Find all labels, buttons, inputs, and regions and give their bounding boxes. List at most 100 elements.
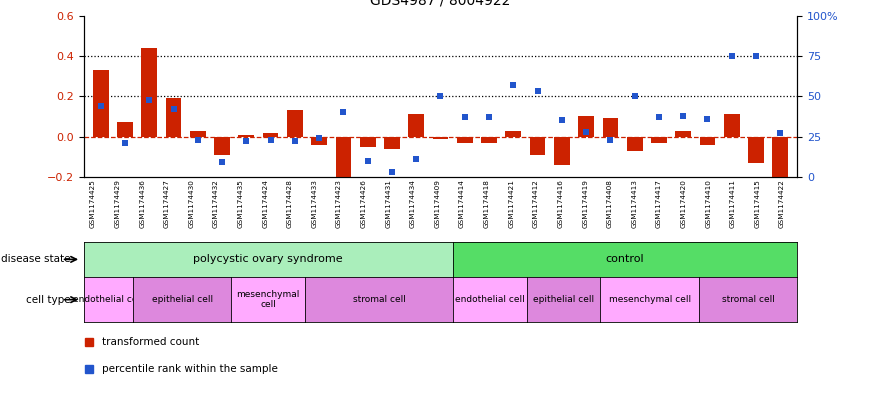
Bar [506,130,522,136]
Text: GSM1174431: GSM1174431 [385,179,391,228]
Point [458,114,472,120]
Text: percentile rank within the sample: percentile rank within the sample [102,364,278,374]
Bar [384,136,400,149]
Bar [287,110,303,136]
Point [482,114,496,120]
Bar [724,114,740,136]
Point [263,137,278,143]
Point [555,117,569,123]
Text: GSM1174417: GSM1174417 [656,179,662,228]
Bar [554,136,570,165]
Text: GSM1174421: GSM1174421 [508,179,515,228]
Bar [603,118,618,136]
Text: transformed count: transformed count [102,337,199,347]
Bar [359,136,375,147]
Point [603,137,618,143]
Point [700,116,714,122]
Bar [166,98,181,136]
Bar [93,70,108,136]
Text: endothelial cell: endothelial cell [455,295,524,304]
Text: stromal cell: stromal cell [722,295,774,304]
Point [215,159,229,165]
Text: stromal cell: stromal cell [352,295,405,304]
Text: GSM1174415: GSM1174415 [754,179,760,228]
Text: epithelial cell: epithelial cell [533,295,594,304]
Text: GSM1174413: GSM1174413 [632,179,637,228]
Point [579,129,593,135]
Text: GSM1174428: GSM1174428 [287,179,292,228]
Text: polycystic ovary syndrome: polycystic ovary syndrome [194,254,343,264]
Bar [481,136,497,143]
Text: GSM1174436: GSM1174436 [139,179,145,228]
Bar [311,136,327,145]
Text: GSM1174432: GSM1174432 [213,179,219,228]
Point [312,135,326,141]
Point [288,138,302,145]
Bar [117,123,133,136]
Point [433,93,448,99]
Text: GSM1174435: GSM1174435 [238,179,244,228]
Bar [773,136,788,177]
Text: GSM1174433: GSM1174433 [312,179,317,228]
Point [677,112,691,119]
Bar [578,116,594,136]
Text: GSM1174426: GSM1174426 [360,179,366,228]
Point [190,137,204,143]
Bar [263,132,278,136]
Point [409,156,423,162]
Text: GSM1174412: GSM1174412 [533,179,539,228]
Bar [676,130,691,136]
Bar [336,136,352,177]
Bar [700,136,715,145]
Point [774,130,788,136]
Text: GSM1174429: GSM1174429 [115,179,121,228]
Point [93,103,107,109]
Text: GSM1174422: GSM1174422 [779,179,785,228]
Bar [408,114,424,136]
Text: disease state: disease state [1,254,70,264]
Text: GSM1174423: GSM1174423 [336,179,342,228]
Point [337,109,351,116]
Point [507,82,521,88]
Point [725,53,739,59]
Text: GSM1174420: GSM1174420 [680,179,686,228]
Text: endothelial cell: endothelial cell [73,295,144,304]
Text: GSM1174425: GSM1174425 [90,179,96,228]
Text: GSM1174424: GSM1174424 [263,179,268,228]
Text: GSM1174414: GSM1174414 [459,179,465,228]
Text: GSM1174409: GSM1174409 [434,179,440,228]
Bar [651,136,667,143]
Point [167,106,181,112]
Bar [141,48,157,136]
Bar [457,136,473,143]
Text: GSM1174411: GSM1174411 [729,179,736,228]
Point [627,93,641,99]
Text: control: control [606,254,644,264]
Point [118,140,132,146]
Point [360,158,374,164]
Text: GDS4987 / 8004922: GDS4987 / 8004922 [370,0,511,8]
Bar [190,130,205,136]
Bar [239,134,255,136]
Text: mesenchymal cell: mesenchymal cell [609,295,691,304]
Text: GSM1174427: GSM1174427 [164,179,170,228]
Bar [214,136,230,155]
Text: GSM1174416: GSM1174416 [558,179,564,228]
Bar [748,136,764,163]
Text: GSM1174410: GSM1174410 [705,179,711,228]
Text: cell type: cell type [26,295,70,305]
Text: GSM1174434: GSM1174434 [410,179,416,228]
Bar [433,136,448,139]
Point [652,114,666,120]
Point [530,88,544,95]
Point [142,96,156,103]
Text: mesenchymal
cell: mesenchymal cell [237,290,300,309]
Text: epithelial cell: epithelial cell [152,295,212,304]
Point [749,53,763,59]
Point [240,138,254,145]
Text: GSM1174430: GSM1174430 [189,179,195,228]
Bar [626,136,642,151]
Text: GSM1174419: GSM1174419 [582,179,589,228]
Point [385,169,399,175]
Text: GSM1174418: GSM1174418 [484,179,490,228]
